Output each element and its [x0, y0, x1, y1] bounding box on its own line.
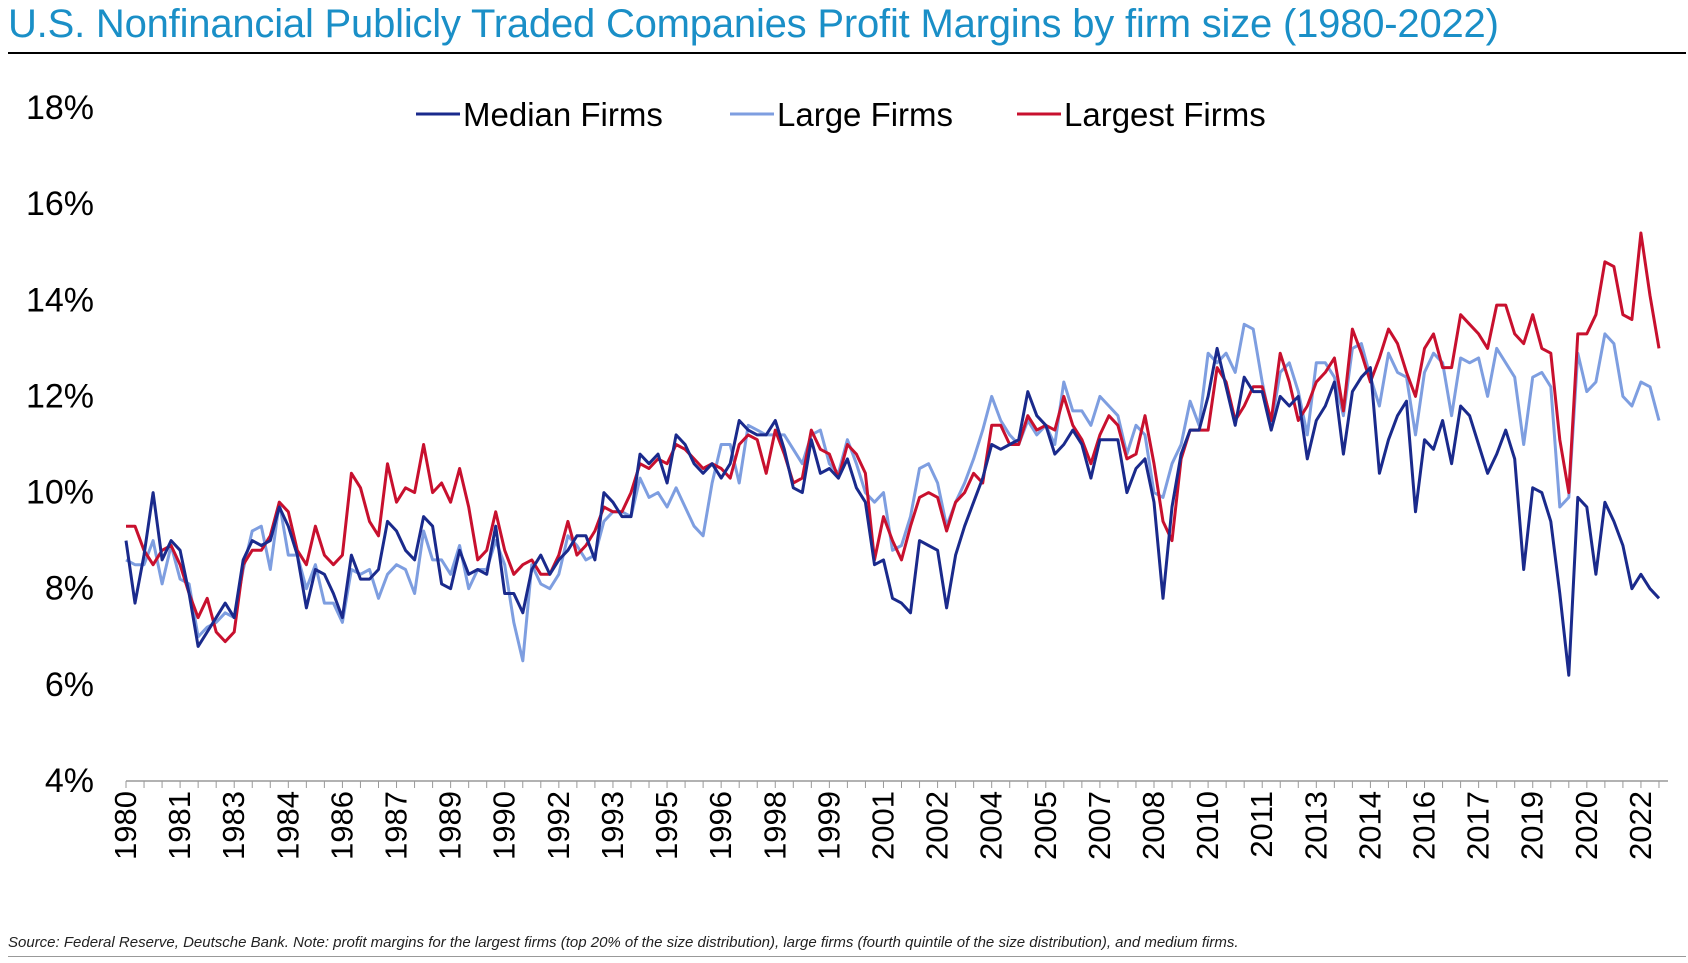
- x-tick-label: 1987: [379, 791, 414, 860]
- legend: Median Firms Large Firms Largest Firms: [416, 96, 1266, 133]
- x-tick-label: 2001: [865, 791, 900, 860]
- y-tick-label: 12%: [26, 377, 94, 415]
- legend-label-largest-firms: Largest Firms: [1064, 96, 1266, 133]
- series-lines: [124, 231, 1661, 677]
- x-tick-label: 1980: [108, 791, 143, 860]
- x-axis-tick-labels: 1980 1981 1983 1984 1986 1987 1989 1990 1992 1993…: [108, 791, 1658, 860]
- x-tick-label: 2007: [1082, 791, 1117, 860]
- x-tick-label: 2017: [1461, 791, 1496, 860]
- x-tick-label: 2019: [1515, 791, 1550, 860]
- chart-title: U.S. Nonfinancial Publicly Traded Compan…: [8, 2, 1499, 46]
- x-axis: [125, 780, 1668, 788]
- x-tick-label: 1983: [216, 791, 251, 860]
- series-line-large-firms: [125, 322, 1661, 663]
- series-line-largest-firms: [126, 231, 1661, 644]
- y-tick-label: 8%: [45, 570, 94, 608]
- x-tick-label: 1996: [703, 791, 738, 860]
- x-tick-label: 2020: [1569, 791, 1604, 860]
- line-chart: 4%6%8%10%12%14%16%18% 1980 1981 1983 1984 19…: [26, 89, 1668, 860]
- y-axis-tick-labels: 4% 6% 8% 10% 12% 14% 16% 18%: [26, 89, 94, 800]
- y-tick-label: 6%: [45, 666, 94, 704]
- x-tick-label: 1984: [270, 791, 305, 860]
- x-tick-label: 1995: [649, 791, 684, 860]
- x-tick-label: 1992: [541, 791, 576, 860]
- footer-divider: [8, 956, 1686, 957]
- x-tick-label: 1986: [324, 791, 359, 860]
- y-tick-label: 10%: [26, 474, 94, 512]
- series-line-median-firms: [124, 346, 1661, 677]
- y-tick-label: 16%: [26, 185, 94, 223]
- title-divider: [8, 52, 1686, 54]
- y-tick-label: 4%: [45, 762, 94, 800]
- x-tick-label: 2014: [1352, 791, 1387, 860]
- x-tick-label: 2005: [1028, 791, 1063, 860]
- x-tick-label: 1990: [487, 791, 522, 860]
- x-tick-label: 1999: [811, 791, 846, 860]
- x-tick-label: 2016: [1407, 791, 1442, 860]
- source-note: Source: Federal Reserve, Deutsche Bank. …: [8, 934, 1239, 951]
- x-tick-label: 1998: [757, 791, 792, 860]
- x-tick-label: 1989: [433, 791, 468, 860]
- x-tick-label: 2013: [1298, 791, 1333, 860]
- y-tick-label: 14%: [26, 281, 94, 319]
- x-tick-label: 2011: [1244, 791, 1279, 858]
- x-tick-label: 2002: [920, 791, 955, 860]
- legend-label-large-firms: Large Firms: [777, 96, 953, 133]
- y-tick-label: 18%: [26, 89, 94, 127]
- x-tick-label: 1993: [595, 791, 630, 860]
- legend-label-median-firms: Median Firms: [463, 96, 663, 133]
- x-tick-label: 2022: [1623, 791, 1658, 860]
- x-tick-label: 1981: [162, 791, 197, 860]
- x-tick-label: 2008: [1136, 791, 1171, 860]
- x-tick-label: 2010: [1190, 791, 1225, 860]
- x-tick-label: 2004: [974, 791, 1009, 860]
